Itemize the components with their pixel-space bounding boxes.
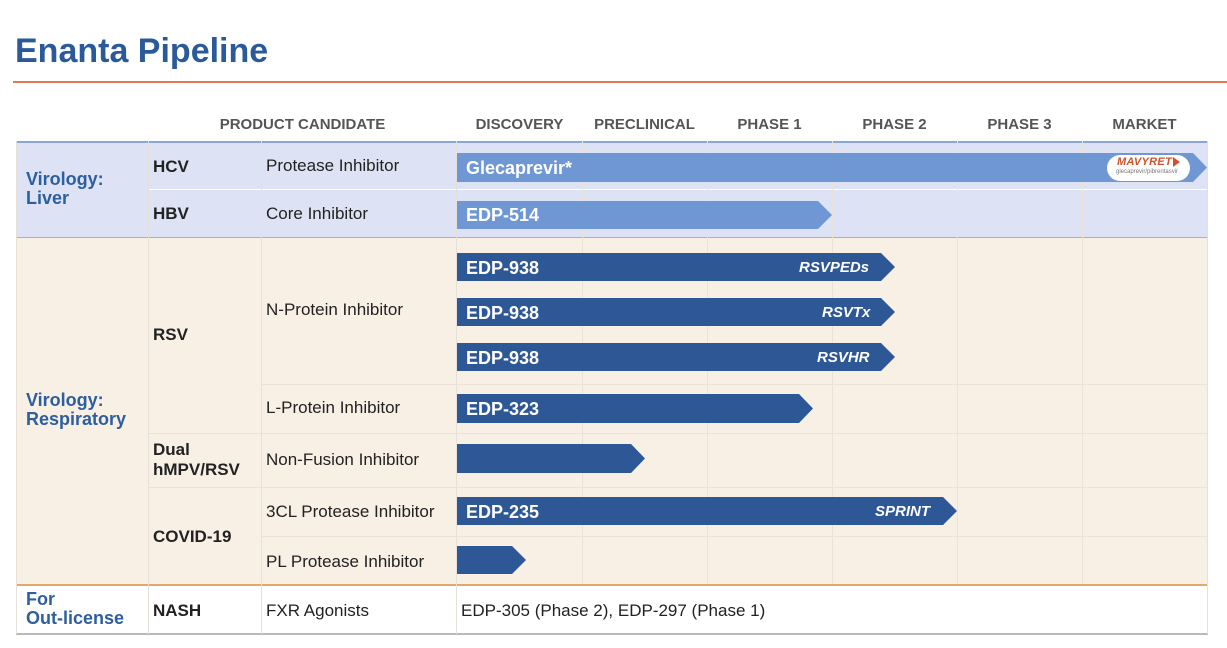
candidate-core-inhibitor: Core Inhibitor <box>266 204 369 223</box>
grid-line-market <box>1082 141 1083 584</box>
candidate-pl-protease-inhibitor: PL Protease Inhibitor <box>266 552 425 571</box>
bar-non-fusion <box>457 444 645 473</box>
grid-line-phase-3 <box>957 141 958 584</box>
header-market: MARKET <box>1112 116 1177 133</box>
area-virology-liver: Virology: Liver <box>26 169 104 208</box>
candidate-l-protein-inhibitor: L-Protein Inhibitor <box>266 398 401 417</box>
bar-edp-938-rsvtx <box>457 298 895 326</box>
bar-edp-323 <box>457 394 813 423</box>
bar-edp-514 <box>457 201 832 229</box>
candidate-3cl-protease-inhibitor: 3CL Protease Inhibitor <box>266 502 435 521</box>
area-virology-respiratory: Virology: Respiratory <box>26 390 127 429</box>
mavyret-logo-name: MAVYRET <box>1117 156 1173 168</box>
bar-pl-protease <box>457 546 526 574</box>
bar-label-edp-938-rsvhr: EDP-938 <box>466 348 540 368</box>
bar-label-edp-514: EDP-514 <box>466 205 540 225</box>
table-left-rule <box>16 141 17 634</box>
header-phase-2: PHASE 2 <box>862 116 927 133</box>
page-title: Enanta Pipeline <box>15 32 269 70</box>
candidate-protease-inhibitor: Protease Inhibitor <box>266 156 400 175</box>
table-right-rule <box>1207 141 1208 634</box>
liver-top-rule <box>16 141 1208 143</box>
disease-hcv: HCV <box>153 157 189 176</box>
header-phase-1: PHASE 1 <box>737 116 802 133</box>
title-divider <box>13 81 1227 83</box>
bar-edp-938-rsvhr <box>457 343 895 371</box>
header-discovery: DISCOVERY <box>475 116 564 133</box>
area-column-rule <box>148 141 149 634</box>
rsv-hmpv-rule <box>148 433 1208 434</box>
disease-column-rule <box>261 141 262 634</box>
bar-label-edp-323: EDP-323 <box>466 399 540 419</box>
bar-tag-sprint: SPRINT <box>875 503 931 520</box>
disease-hbv: HBV <box>153 204 189 223</box>
table-bottom-rule <box>16 633 1208 635</box>
covid-row-rule <box>261 536 1208 537</box>
disease-covid-19: COVID-19 <box>153 527 232 546</box>
bar-edp-938-rsvpeds <box>457 253 895 281</box>
disease-hmpv-rsv: Dual hMPV/RSV <box>153 440 240 479</box>
disease-nash: NASH <box>153 601 202 620</box>
liver-row-rule <box>148 189 1208 190</box>
candidate-fxr-agonists: FXR Agonists <box>266 601 369 620</box>
candidate-non-fusion-inhibitor: Non-Fusion Inhibitor <box>266 450 420 469</box>
header-preclinical: PRECLINICAL <box>594 116 695 133</box>
chevron-right-icon <box>1173 157 1180 167</box>
bar-label-glecaprevir: Glecaprevir* <box>466 158 573 178</box>
out-license-note: EDP-305 (Phase 2), EDP-297 (Phase 1) <box>461 601 766 620</box>
respiratory-bottom-rule <box>16 584 1208 586</box>
bar-glecaprevir <box>457 153 1207 182</box>
bar-tag-rsvpeds: RSVPEDs <box>799 259 870 276</box>
liver-bottom-rule <box>16 237 1208 238</box>
hmpv-covid-rule <box>148 487 1208 488</box>
bar-tag-rsvhr: RSVHR <box>817 349 870 366</box>
bar-label-edp-938-rsvtx: EDP-938 <box>466 303 540 323</box>
mavyret-logo: MAVYRET glecaprevir/pibrentasvir <box>1107 155 1190 181</box>
bar-tag-rsvtx: RSVTx <box>822 304 871 321</box>
header-product-candidate: PRODUCT CANDIDATE <box>219 116 386 133</box>
candidate-column-rule <box>456 141 457 634</box>
disease-rsv: RSV <box>153 325 188 344</box>
mavyret-logo-subtitle: glecaprevir/pibrentasvir <box>1116 169 1179 175</box>
area-out-license: For Out-license <box>26 589 125 628</box>
bar-edp-235 <box>457 497 957 525</box>
bar-label-edp-938-rsvpeds: EDP-938 <box>466 258 540 278</box>
candidate-n-protein-inhibitor: N-Protein Inhibitor <box>266 300 404 319</box>
header-phase-3: PHASE 3 <box>987 116 1052 133</box>
bar-label-edp-235: EDP-235 <box>466 502 540 522</box>
rsv-n-l-rule <box>261 384 1208 385</box>
